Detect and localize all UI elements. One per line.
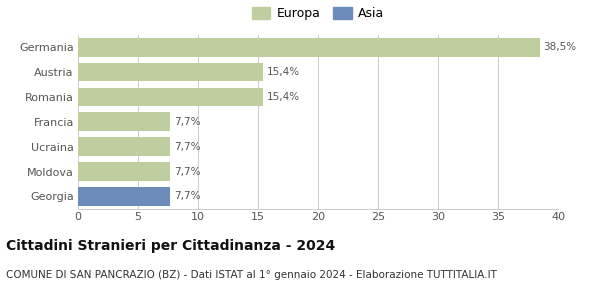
Text: 15,4%: 15,4% [266, 67, 299, 77]
Bar [78, 63, 263, 81]
Bar [78, 38, 540, 57]
Bar [78, 187, 170, 206]
Text: 7,7%: 7,7% [174, 191, 200, 201]
Text: 7,7%: 7,7% [174, 142, 200, 152]
Text: 7,7%: 7,7% [174, 166, 200, 177]
Text: COMUNE DI SAN PANCRAZIO (BZ) - Dati ISTAT al 1° gennaio 2024 - Elaborazione TUTT: COMUNE DI SAN PANCRAZIO (BZ) - Dati ISTA… [6, 270, 497, 280]
Bar [78, 137, 170, 156]
Legend: Europa, Asia: Europa, Asia [248, 3, 388, 24]
Text: 38,5%: 38,5% [544, 42, 577, 52]
Bar [78, 162, 170, 181]
Text: 15,4%: 15,4% [266, 92, 299, 102]
Text: 7,7%: 7,7% [174, 117, 200, 127]
Bar [78, 88, 263, 106]
Bar [78, 113, 170, 131]
Text: Cittadini Stranieri per Cittadinanza - 2024: Cittadini Stranieri per Cittadinanza - 2… [6, 239, 335, 253]
